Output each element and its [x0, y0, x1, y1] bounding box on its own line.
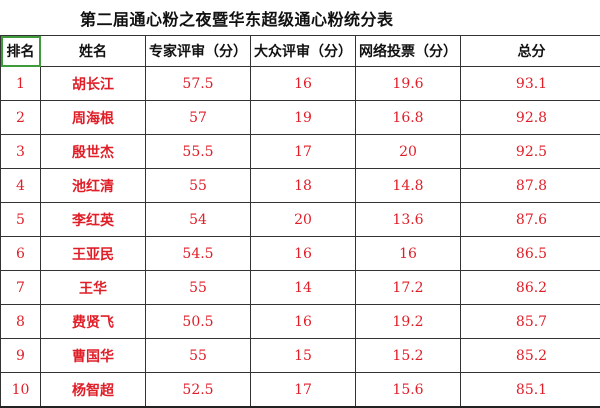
public-score-cell[interactable]: 18: [251, 169, 356, 203]
total-cell[interactable]: 87.8: [461, 169, 600, 203]
name-cell[interactable]: 杨智超: [41, 373, 146, 408]
rank-cell[interactable]: 7: [1, 271, 41, 305]
public-score-cell[interactable]: 17: [251, 135, 356, 169]
name-cell[interactable]: 周海根: [41, 101, 146, 135]
header-public-score[interactable]: 大众评审（分）: [251, 36, 356, 67]
expert-score-cell[interactable]: 50.5: [146, 305, 251, 339]
online-vote-cell[interactable]: 16.8: [356, 101, 461, 135]
rank-cell[interactable]: 4: [1, 169, 41, 203]
online-vote-cell[interactable]: 16: [356, 237, 461, 271]
name-cell[interactable]: 费贤飞: [41, 305, 146, 339]
expert-score-cell[interactable]: 55: [146, 169, 251, 203]
online-vote-cell[interactable]: 13.6: [356, 203, 461, 237]
online-vote-cell[interactable]: 14.8: [356, 169, 461, 203]
expert-score-cell[interactable]: 55: [146, 339, 251, 373]
expert-score-cell[interactable]: 54.5: [146, 237, 251, 271]
online-vote-cell[interactable]: 15.6: [356, 373, 461, 408]
public-score-cell[interactable]: 16: [251, 305, 356, 339]
total-cell[interactable]: 85.1: [461, 373, 600, 408]
public-score-cell[interactable]: 20: [251, 203, 356, 237]
total-cell[interactable]: 86.5: [461, 237, 600, 271]
total-cell[interactable]: 92.8: [461, 101, 600, 135]
rank-cell[interactable]: 8: [1, 305, 41, 339]
sheet-title: 第二届通心粉之夜暨华东超级通心粉统分表: [80, 6, 394, 30]
public-score-cell[interactable]: 17: [251, 373, 356, 408]
name-cell[interactable]: 王亚民: [41, 237, 146, 271]
header-online-vote[interactable]: 网络投票（分）: [356, 36, 461, 67]
public-score-cell[interactable]: 16: [251, 237, 356, 271]
rank-cell[interactable]: 1: [1, 67, 41, 101]
public-score-cell[interactable]: 14: [251, 271, 356, 305]
header-row: 排名 姓名 专家评审（分） 大众评审（分） 网络投票（分） 总分: [1, 36, 600, 67]
expert-score-cell[interactable]: 52.5: [146, 373, 251, 408]
header-total[interactable]: 总分: [461, 36, 600, 67]
online-vote-cell[interactable]: 15.2: [356, 339, 461, 373]
public-score-cell[interactable]: 19: [251, 101, 356, 135]
online-vote-cell[interactable]: 19.2: [356, 305, 461, 339]
expert-score-cell[interactable]: 55.5: [146, 135, 251, 169]
total-cell[interactable]: 93.1: [461, 67, 600, 101]
header-rank[interactable]: 排名: [1, 36, 41, 67]
rank-cell[interactable]: 10: [1, 373, 41, 408]
name-cell[interactable]: 王华: [41, 271, 146, 305]
public-score-cell[interactable]: 16: [251, 67, 356, 101]
expert-score-cell[interactable]: 57: [146, 101, 251, 135]
name-cell[interactable]: 池红清: [41, 169, 146, 203]
total-cell[interactable]: 87.6: [461, 203, 600, 237]
expert-score-cell[interactable]: 54: [146, 203, 251, 237]
total-cell[interactable]: 86.2: [461, 271, 600, 305]
expert-score-cell[interactable]: 57.5: [146, 67, 251, 101]
rank-cell[interactable]: 6: [1, 237, 41, 271]
name-cell[interactable]: 曹国华: [41, 339, 146, 373]
rank-cell[interactable]: 5: [1, 203, 41, 237]
online-vote-cell[interactable]: 20: [356, 135, 461, 169]
rank-cell[interactable]: 2: [1, 101, 41, 135]
rank-cell[interactable]: 3: [1, 135, 41, 169]
total-cell[interactable]: 85.2: [461, 339, 600, 373]
public-score-cell[interactable]: 15: [251, 339, 356, 373]
header-expert-score[interactable]: 专家评审（分）: [146, 36, 251, 67]
name-cell[interactable]: 殷世杰: [41, 135, 146, 169]
header-name[interactable]: 姓名: [41, 36, 146, 67]
name-cell[interactable]: 胡长江: [41, 67, 146, 101]
total-cell[interactable]: 92.5: [461, 135, 600, 169]
total-cell[interactable]: 85.7: [461, 305, 600, 339]
online-vote-cell[interactable]: 19.6: [356, 67, 461, 101]
rank-cell[interactable]: 9: [1, 339, 41, 373]
expert-score-cell[interactable]: 55: [146, 271, 251, 305]
name-cell[interactable]: 李红英: [41, 203, 146, 237]
online-vote-cell[interactable]: 17.2: [356, 271, 461, 305]
